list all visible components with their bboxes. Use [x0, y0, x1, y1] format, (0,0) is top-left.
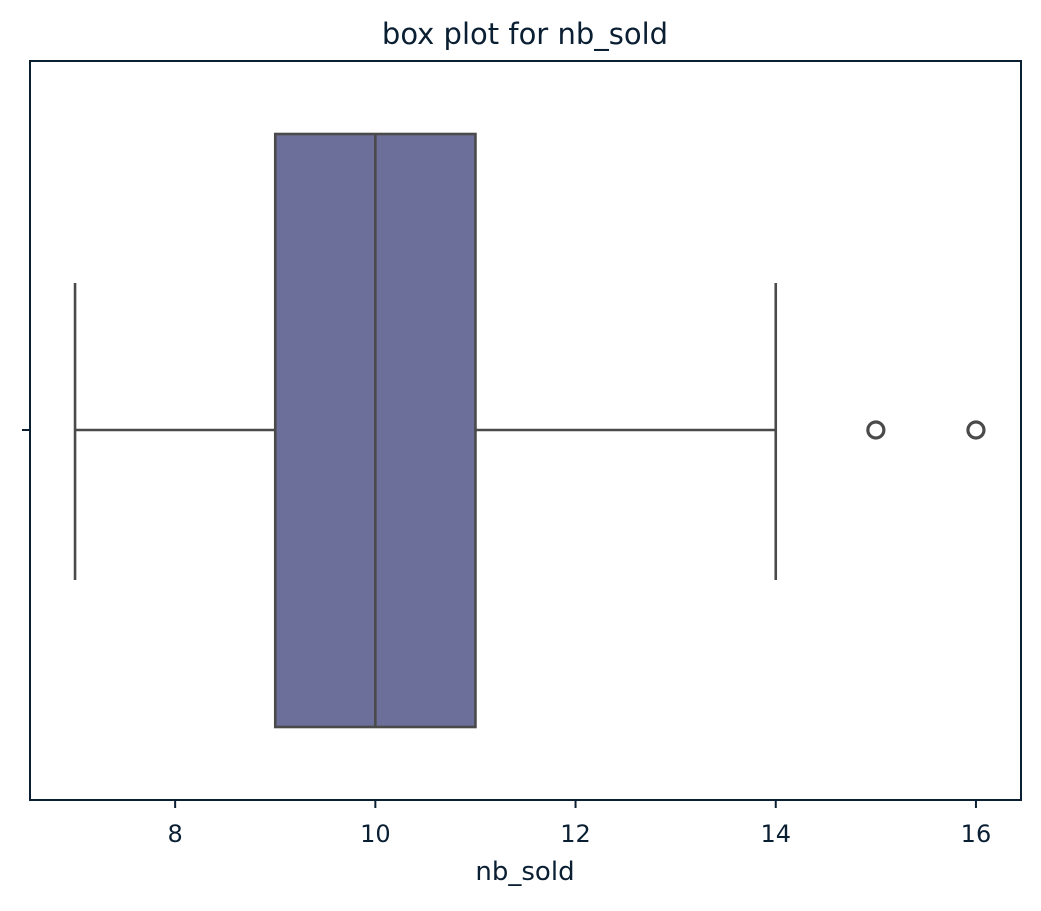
- x-tick-label: 12: [560, 820, 591, 848]
- plot-area: [73, 132, 986, 729]
- outlier-point: [866, 420, 886, 440]
- x-tick-label: 10: [360, 820, 391, 848]
- x-axis-label: nb_sold: [475, 857, 574, 887]
- x-tick-label: 16: [961, 820, 992, 848]
- x-axis-ticks: 8 10 12 14 16: [168, 800, 992, 848]
- chart-title: box plot for nb_sold: [382, 17, 668, 51]
- outlier-point: [966, 420, 986, 440]
- x-tick-label: 14: [760, 820, 791, 848]
- x-tick-label: 8: [168, 820, 183, 848]
